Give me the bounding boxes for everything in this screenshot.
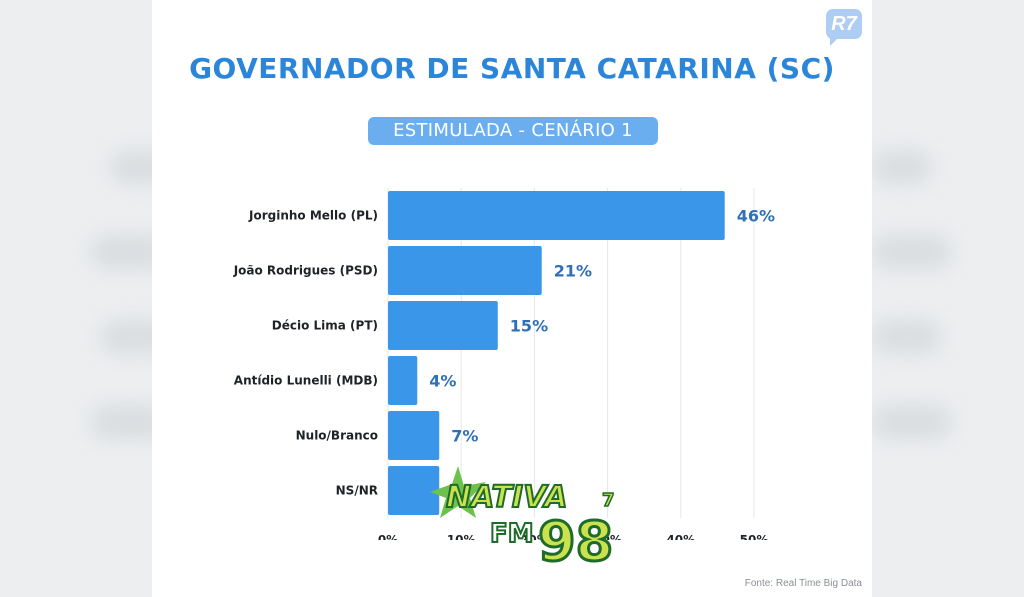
splash-shape xyxy=(430,466,486,518)
y-category-label: Jorginho Mello (PL) xyxy=(248,209,378,223)
bar xyxy=(388,246,542,295)
background-left xyxy=(0,0,170,597)
watermark-frequency: 98 xyxy=(538,510,613,572)
blur-shape xyxy=(872,405,952,439)
r7-logo: R7 xyxy=(826,9,862,46)
chart-subtitle: ESTIMULADA - CENÁRIO 1 xyxy=(368,117,658,145)
blur-shape xyxy=(872,320,942,354)
source-note: Fonte: Real Time Big Data xyxy=(744,578,862,589)
x-tick-label: 50% xyxy=(740,533,769,540)
y-category-label: João Rodrigues (PSD) xyxy=(233,264,378,278)
blur-shape xyxy=(872,235,952,269)
bar xyxy=(388,411,440,460)
chart-card xyxy=(152,0,872,597)
bar-value-label: 15% xyxy=(510,317,548,336)
x-tick-label: 40% xyxy=(666,533,695,540)
bar-chart: 0% 10% 20% 30% 40% 50% Jorginho Mello (PL) 46% J… xyxy=(233,188,775,540)
x-tick-label: 10% xyxy=(447,533,476,540)
bar xyxy=(388,301,498,350)
bar-value-label: 21% xyxy=(554,262,592,281)
y-category-label: Antídio Lunelli (MDB) xyxy=(234,374,378,388)
y-category-label: NS/NR xyxy=(336,484,378,498)
bar-value-label: 7% xyxy=(451,427,478,446)
y-category-label: Nulo/Branco xyxy=(296,429,378,443)
watermark-decimal: 7 xyxy=(602,490,615,511)
nativa-fm-logo: NATIVA FM 98 7 xyxy=(430,466,615,572)
watermark-nativa: NATIVA xyxy=(446,480,567,515)
watermark-fm: FM xyxy=(490,519,534,549)
background-right xyxy=(872,0,1024,597)
bar-value-label: 4% xyxy=(429,372,456,391)
bar xyxy=(388,191,725,240)
chart-title: GOVERNADOR DE SANTA CATARINA (SC) xyxy=(189,52,835,85)
bar xyxy=(388,466,440,515)
bar-value-label: 46% xyxy=(737,207,775,226)
y-category-label: Décio Lima (PT) xyxy=(272,319,378,333)
bar xyxy=(388,356,418,405)
x-tick-label: 0% xyxy=(378,533,398,540)
x-tick-label: 20% xyxy=(520,533,549,540)
blur-shape xyxy=(872,150,932,184)
x-tick-label: 30% xyxy=(593,533,622,540)
